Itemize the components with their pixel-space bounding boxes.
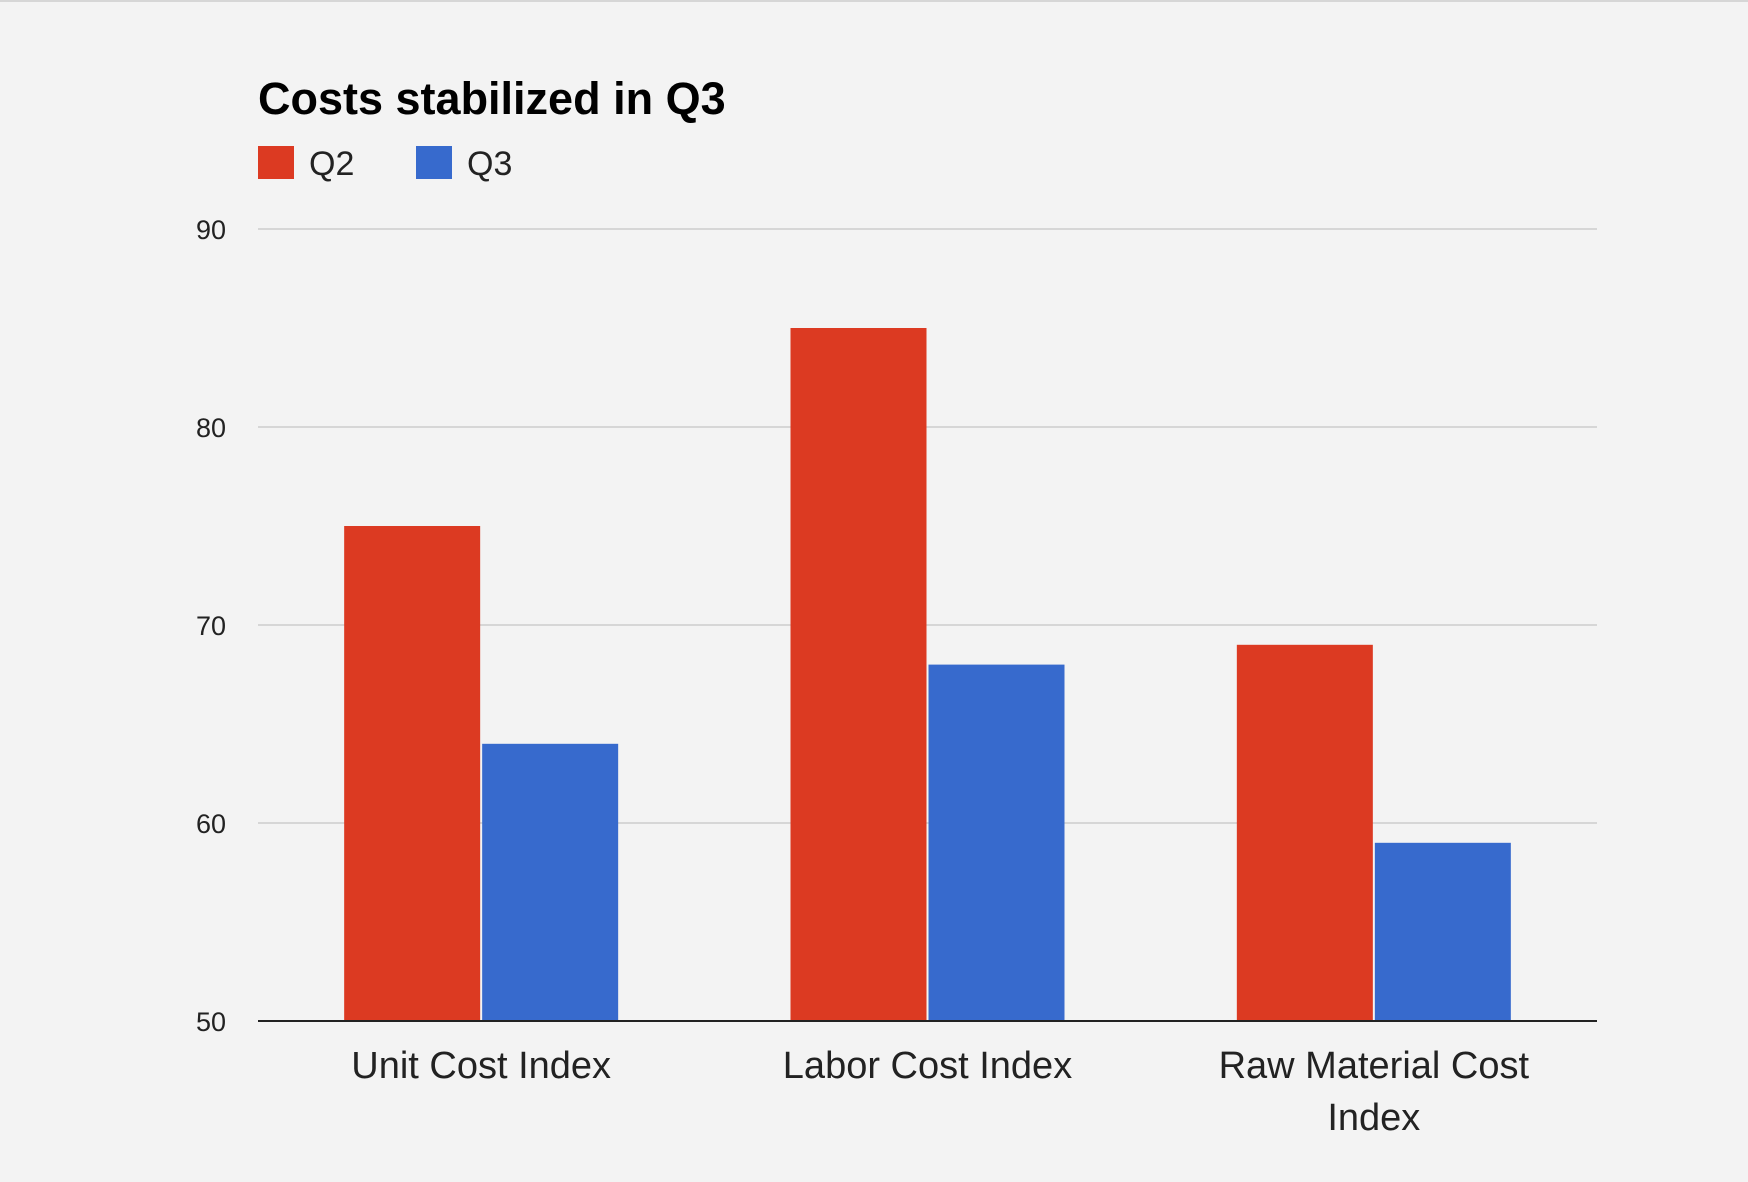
y-axis-ticks: 50 60 70 80 90 — [196, 215, 226, 1037]
bar-q2-labor-cost-index — [790, 328, 927, 1021]
y-tick-label: 60 — [196, 809, 226, 839]
gridlines — [258, 228, 1597, 824]
bars — [344, 328, 1511, 1021]
bar-q3-labor-cost-index — [928, 664, 1065, 1021]
legend-swatch-q3 — [416, 146, 452, 179]
y-tick-label: 90 — [196, 215, 226, 245]
y-tick-label: 80 — [196, 413, 226, 443]
x-tick-label: Index — [1327, 1097, 1420, 1139]
bar-q3-unit-cost-index — [482, 743, 619, 1021]
x-tick-label: Unit Cost Index — [351, 1045, 611, 1087]
x-tick-label: Labor Cost Index — [783, 1045, 1072, 1087]
x-axis-labels: Unit Cost Index Labor Cost Index Raw Mater… — [351, 1045, 1529, 1139]
legend-label-q2: Q2 — [309, 145, 354, 183]
y-tick-label: 70 — [196, 611, 226, 641]
bar-q3-raw-material-cost-index — [1374, 842, 1511, 1021]
x-tick-label: Raw Material Cost — [1219, 1045, 1530, 1087]
y-tick-label: 50 — [196, 1007, 226, 1037]
legend-swatch-q2 — [258, 146, 294, 179]
bar-q2-unit-cost-index — [344, 526, 481, 1021]
bar-q2-raw-material-cost-index — [1236, 644, 1373, 1021]
legend-label-q3: Q3 — [467, 145, 512, 183]
chart-title: Costs stabilized in Q3 — [258, 73, 726, 124]
legend: Q2 Q3 — [258, 145, 512, 183]
top-divider — [0, 0, 1748, 2]
